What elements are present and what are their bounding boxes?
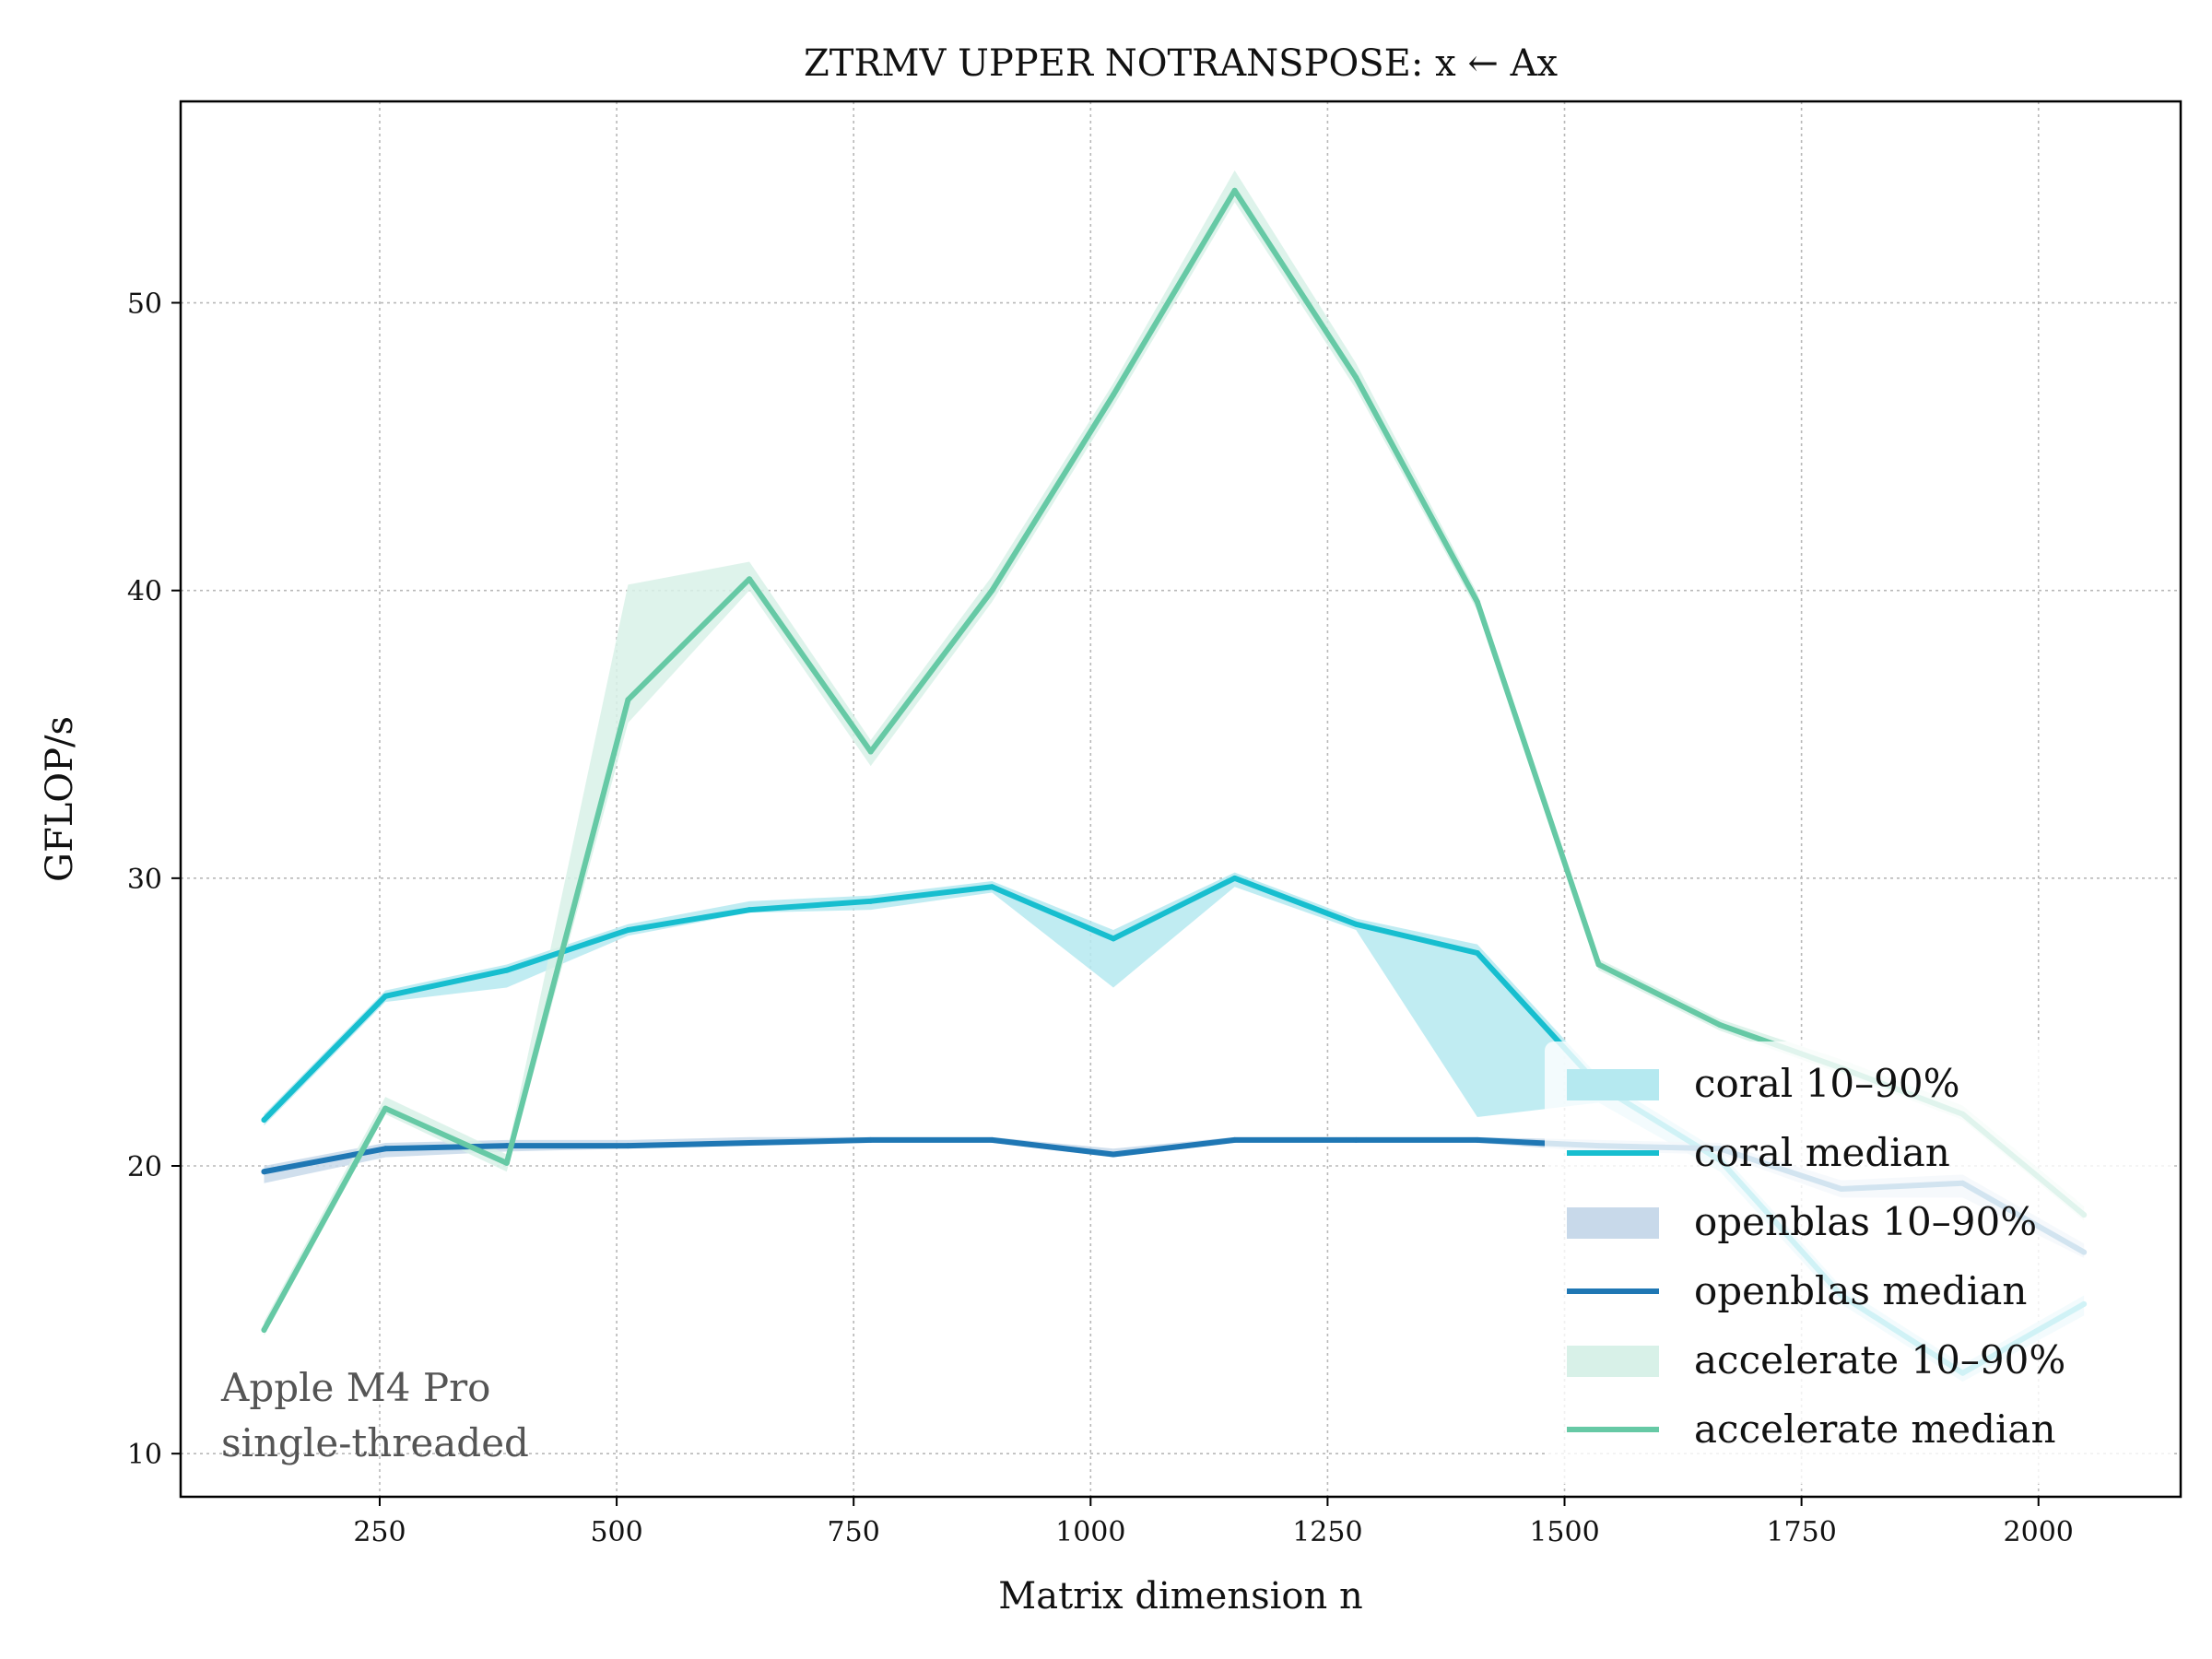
coral-median-point bbox=[382, 993, 389, 999]
openblas-median-point bbox=[989, 1136, 995, 1143]
legend-label-accelerate-line: accelerate median bbox=[1694, 1406, 2056, 1452]
coral-median-point bbox=[867, 898, 874, 904]
openblas-median-point bbox=[1231, 1136, 1238, 1143]
legend: coral 10–90% coral median openblas 10–90% o… bbox=[1545, 1041, 2171, 1484]
legend-label-coral-band: coral 10–90% bbox=[1694, 1061, 1960, 1106]
annotation-line-device: Apple M4 Pro bbox=[220, 1365, 490, 1410]
accelerate-median-point bbox=[989, 587, 995, 594]
x-tick-label: 1500 bbox=[1529, 1516, 1599, 1548]
chart-title: ZTRMV UPPER NOTRANSPOSE: x ← Ax bbox=[804, 42, 1558, 85]
accelerate-band-legend-swatch bbox=[1567, 1346, 1659, 1377]
x-tick-label: 250 bbox=[353, 1516, 406, 1548]
annotation-line-threading: single-threaded bbox=[221, 1420, 529, 1465]
openblas-median-point bbox=[1110, 1151, 1116, 1158]
legend-label-coral-line: coral median bbox=[1694, 1130, 1950, 1175]
y-tick-label: 10 bbox=[127, 1439, 162, 1471]
accelerate-median-point bbox=[1595, 961, 1602, 968]
y-tick-label: 20 bbox=[127, 1151, 162, 1183]
x-axis-label: Matrix dimension n bbox=[998, 1575, 1362, 1618]
x-tick-label: 1250 bbox=[1292, 1516, 1362, 1548]
coral-median-point bbox=[747, 907, 753, 913]
coral-band-legend-swatch bbox=[1567, 1069, 1659, 1100]
accelerate-median-point bbox=[261, 1326, 267, 1333]
accelerate-median-point bbox=[1110, 392, 1116, 398]
y-tick-label: 40 bbox=[127, 576, 162, 608]
y-axis-label: GFLOP/s bbox=[39, 716, 81, 882]
grid bbox=[181, 101, 2181, 1497]
accelerate-median-point bbox=[1231, 187, 1238, 194]
coral-median-point bbox=[1474, 950, 1480, 957]
accelerate-median-point bbox=[747, 576, 753, 582]
accelerate-median-point bbox=[382, 1105, 389, 1112]
coral-median-point bbox=[1110, 935, 1116, 942]
plot-frame bbox=[179, 100, 2183, 1499]
x-tick-label: 2000 bbox=[2004, 1516, 2074, 1548]
accelerate-median-point bbox=[867, 748, 874, 755]
x-tick-label: 750 bbox=[828, 1516, 880, 1548]
openblas-median-point bbox=[261, 1169, 267, 1175]
coral-median-point bbox=[625, 927, 631, 934]
coral-median-point bbox=[1231, 875, 1238, 881]
y-tick-label: 30 bbox=[127, 864, 162, 896]
legend-label-accelerate-band: accelerate 10–90% bbox=[1694, 1337, 2065, 1382]
y-ticks: 10 20 30 40 50 bbox=[127, 288, 181, 1471]
accelerate-median-point bbox=[1474, 599, 1480, 606]
coral-median-point bbox=[503, 967, 510, 973]
openblas-median-point bbox=[1474, 1136, 1480, 1143]
openblas-median-point bbox=[747, 1140, 753, 1147]
openblas-median-point bbox=[867, 1136, 874, 1143]
legend-box bbox=[1545, 1041, 2171, 1484]
openblas-median-point bbox=[1353, 1136, 1359, 1143]
annotation: Apple M4 Pro single-threaded bbox=[220, 1365, 529, 1465]
accelerate-median-point bbox=[1717, 1022, 1724, 1029]
openblas-median-point bbox=[625, 1143, 631, 1149]
openblas-median-point bbox=[382, 1146, 389, 1152]
x-tick-label: 500 bbox=[590, 1516, 642, 1548]
coral-median-point bbox=[989, 884, 995, 890]
coral-median-point bbox=[261, 1117, 267, 1124]
accelerate-median-point bbox=[625, 697, 631, 703]
accelerate-median-point bbox=[1353, 374, 1359, 381]
coral-median-point bbox=[1353, 921, 1359, 927]
y-tick-label: 50 bbox=[127, 288, 162, 321]
x-tick-label: 1750 bbox=[1766, 1516, 1836, 1548]
accelerate-median-point bbox=[503, 1159, 510, 1166]
legend-label-openblas-line: openblas median bbox=[1694, 1268, 2027, 1313]
x-ticks: 250 500 750 1000 1250 1500 1750 2000 bbox=[353, 1497, 2074, 1548]
legend-label-openblas-band: openblas 10–90% bbox=[1694, 1199, 2037, 1244]
openblas-band-legend-swatch bbox=[1567, 1207, 1659, 1239]
x-tick-label: 1000 bbox=[1055, 1516, 1125, 1548]
